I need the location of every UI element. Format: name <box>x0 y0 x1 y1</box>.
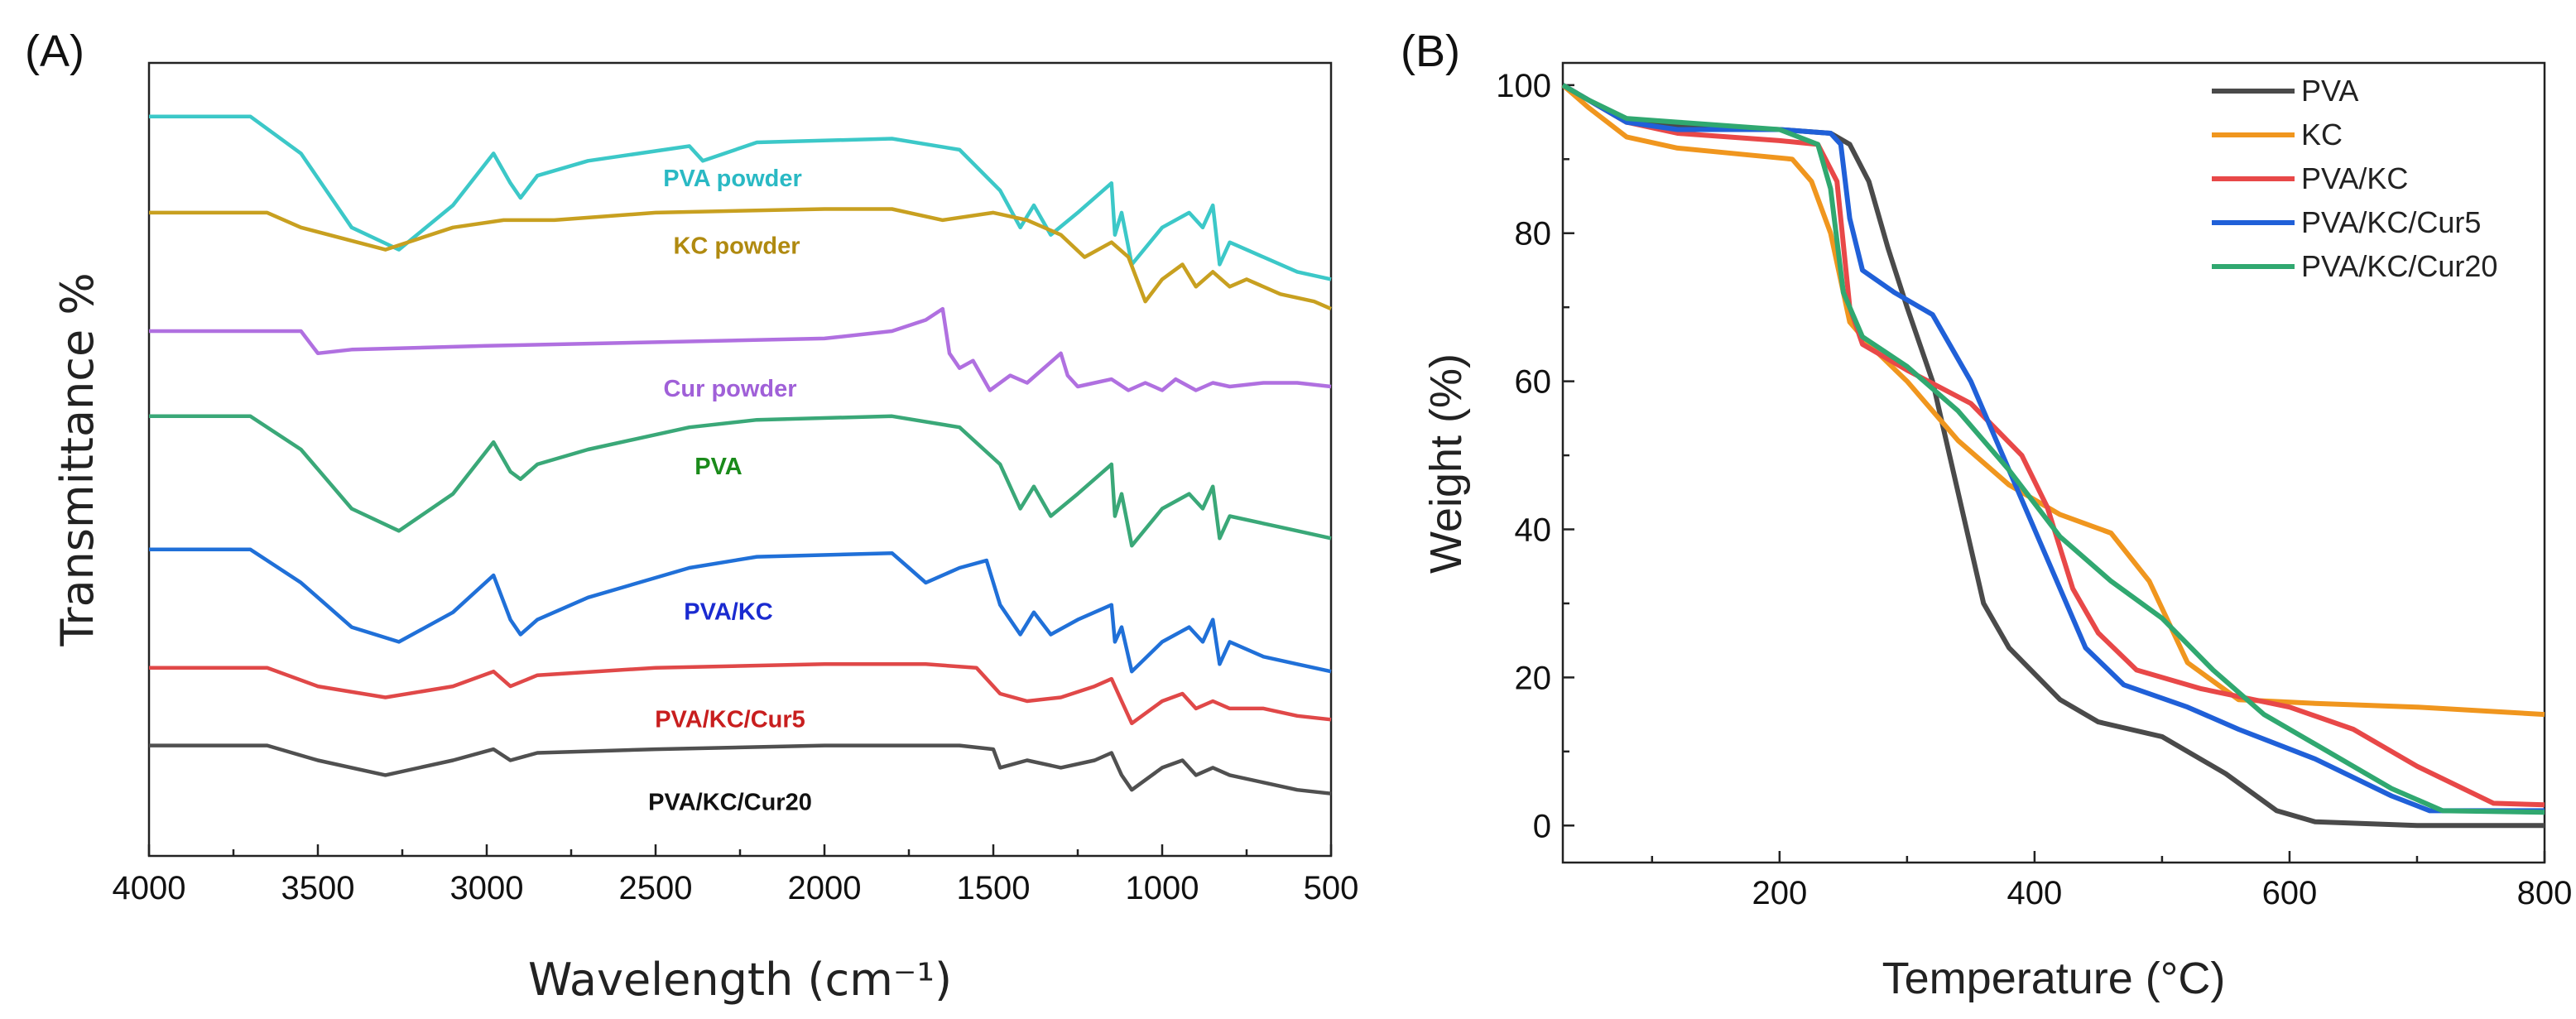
curve-label-cur-powder: Cur powder <box>663 376 796 402</box>
panel-b-x-axis-title: Temperature (°C) <box>1882 954 2226 1003</box>
curve-label-pva-kc-cur20: PVA/KC/Cur20 <box>648 790 812 816</box>
x-tick-label: 1500 <box>957 870 1031 906</box>
curve-label-pva: PVA <box>694 454 743 480</box>
y-tick-label: 100 <box>1496 68 1551 104</box>
y-tick-label: 80 <box>1515 216 1552 252</box>
curve-label-pva-kc: PVA/KC <box>684 599 772 626</box>
panel-a-plot-area <box>149 114 1332 795</box>
y-tick-label: 0 <box>1533 808 1551 844</box>
curve-label-kc-powder: KC powder <box>673 233 800 259</box>
panel-b-axes: 200 400 600 800 0 20 40 60 80 100 <box>1496 68 2572 911</box>
panel-a-x-axis: 4000 3500 3000 2500 2000 1500 1000 500 <box>113 844 1359 906</box>
panel-b-y-axis-title: Weight (%) <box>1421 353 1471 574</box>
x-tick-label: 1000 <box>1126 870 1199 906</box>
series-line-pva <box>149 414 1332 548</box>
series-line-pva <box>1561 83 2545 829</box>
y-tick-label: 40 <box>1515 512 1552 549</box>
series-line-pva-kc <box>149 547 1332 674</box>
x-tick-label: 4000 <box>113 870 186 906</box>
series-line-cur-powder <box>149 306 1332 392</box>
x-tick-label: 2500 <box>619 870 693 906</box>
series-line-pva-kc-cur20 <box>1561 83 2545 815</box>
series-line-kc <box>1561 83 2545 718</box>
legend-label-pva-kc-cur5: PVA/KC/Cur5 <box>2301 205 2481 239</box>
x-tick-label: 400 <box>2007 875 2063 911</box>
series-line-kc-powder <box>149 207 1332 311</box>
panel-a-label: (A) <box>25 26 84 76</box>
panel-a: (A) 4000 3500 3000 2500 2000 1500 1000 500 PVA … <box>25 26 1358 1006</box>
panel-a-curve-labels: PVA powder KC powder Cur powder PVA PVA/KC PV… <box>648 166 812 816</box>
legend-label-pva: PVA <box>2301 74 2358 108</box>
x-tick-label: 2000 <box>788 870 862 906</box>
legend-label-pva-kc: PVA/KC <box>2301 161 2408 195</box>
y-tick-label: 60 <box>1515 364 1552 401</box>
legend-label-kc: KC <box>2301 118 2343 151</box>
panel-b-label: (B) <box>1401 26 1460 76</box>
series-line-pva-kc-cur5 <box>149 662 1332 726</box>
x-tick-label: 200 <box>1752 875 1807 911</box>
x-tick-label: 3500 <box>281 870 355 906</box>
series-line-pva-powder <box>149 114 1332 281</box>
x-tick-label: 3000 <box>450 870 524 906</box>
panel-b-legend: PVA KC PVA/KC PVA/KC/Cur5 PVA/KC/Cur20 <box>2212 74 2497 283</box>
x-tick-label: 600 <box>2262 875 2318 911</box>
legend-label-pva-kc-cur20: PVA/KC/Cur20 <box>2301 249 2497 283</box>
panel-b-plot-area <box>1561 83 2545 829</box>
curve-label-pva-kc-cur5: PVA/KC/Cur5 <box>655 706 805 733</box>
series-line-pva-kc-cur20 <box>149 743 1332 795</box>
series-line-pva-kc <box>1561 83 2545 808</box>
x-tick-label: 800 <box>2517 875 2573 911</box>
panel-b-frame <box>1561 61 2546 864</box>
panel-b: (B) 200 400 600 800 0 20 40 60 80 100 PVA KC PVA/KC… <box>1401 26 2572 1003</box>
y-tick-label: 20 <box>1515 660 1552 696</box>
x-tick-label: 500 <box>1304 870 1359 906</box>
panel-a-y-axis-title: Transmittance % <box>51 272 103 646</box>
curve-label-pva-powder: PVA powder <box>663 166 802 192</box>
panel-a-x-axis-title: Wavelength (cm⁻¹) <box>528 954 952 1006</box>
